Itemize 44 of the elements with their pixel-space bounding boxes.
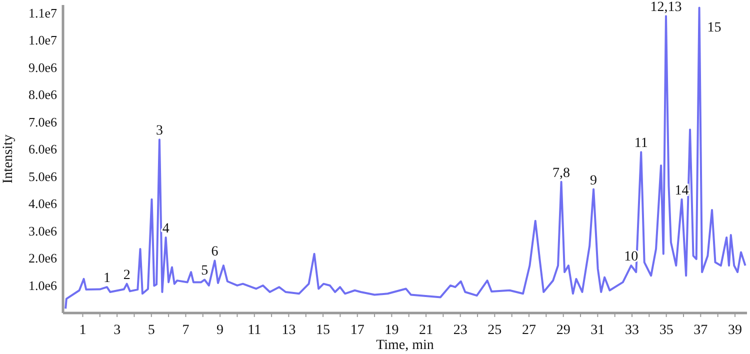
x-tick-label: 29 [556,323,570,338]
y-tick-label: 2.0e6 [28,250,58,266]
annotation: 3 [156,124,163,139]
x-tick-label: 35 [659,323,674,338]
x-tick-label: 39 [728,323,742,338]
annotation: 2 [123,268,130,283]
annotation: 9 [590,173,598,188]
y-tick-label: 1.1e7 [28,5,58,20]
annotation: 12,13 [650,0,682,16]
x-tick-label: 3 [114,323,121,338]
x-tick-label: 33 [625,323,639,338]
y-tick-label: 1.0e7 [28,32,58,48]
x-tick-label: 23 [453,323,468,338]
annotation: 7,8 [552,166,570,181]
y-tick-label: 7.0e6 [28,114,58,130]
annotation: 11 [634,136,648,152]
y-tick-label: 9.0e6 [28,60,58,75]
x-tick-label: 25 [488,323,502,338]
x-tick-label: 13 [282,323,296,338]
y-tick-label: 8.0e6 [28,87,58,102]
x-tick-label: 31 [590,323,605,338]
x-tick-label: 21 [419,323,434,338]
y-tick-label: 4.0e6 [28,196,58,212]
x-tick-label: 7 [182,323,190,338]
annotation: 4 [162,222,170,236]
annotation: 1 [103,271,110,286]
x-tick-label: 9 [216,323,224,338]
y-tick-label: 1.0e6 [28,278,58,293]
x-tick-label: 11 [248,323,262,338]
x-tick-label: 19 [384,323,399,338]
annotation: 6 [211,244,218,260]
y-axis-title: Intensity [1,134,16,184]
annotation: 15 [707,20,722,36]
x-tick-label: 17 [350,323,364,338]
x-tick-label: 27 [522,323,536,338]
y-tick-label: 5.0e6 [28,168,58,184]
y-tick-label: 6.0e6 [28,142,58,157]
x-tick-label: 5 [148,323,155,338]
x-tick-label: 1 [79,323,86,338]
x-tick-label: 15 [316,323,330,338]
y-tick-label: 3.0e6 [28,223,58,238]
x-axis-title: Time, min [376,338,434,353]
x-tick-label: 37 [694,323,708,338]
annotation: 5 [201,264,208,279]
